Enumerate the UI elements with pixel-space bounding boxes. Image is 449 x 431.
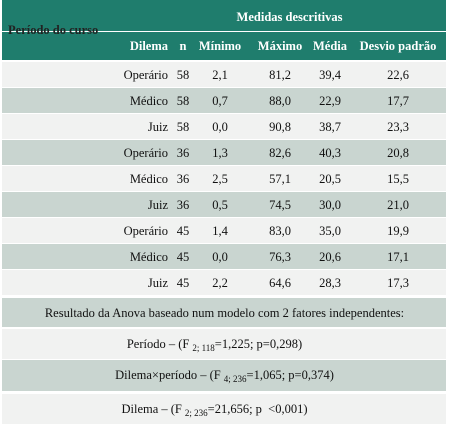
cell: 2,5: [212, 172, 228, 186]
row-band: [2, 88, 446, 113]
result-band: [2, 329, 446, 359]
cell: 17,3: [387, 276, 409, 290]
row-band: [2, 140, 446, 165]
row-band: [2, 192, 446, 217]
cell: 2,1: [212, 68, 228, 82]
anova-title: Resultado da Anova baseado num modelo co…: [44, 306, 405, 320]
anova-result: Dilema – (F 2; 236=21,656; p <0,001): [0, 401, 449, 421]
cell: 30,0: [319, 198, 341, 212]
result-prefix: Período – (F: [126, 337, 190, 351]
row-band: [2, 114, 446, 139]
cell: 81,2: [269, 68, 291, 82]
period-header: Período do curso: [8, 23, 99, 37]
column-header: Máximo: [257, 39, 303, 53]
cell: 0,0: [212, 250, 228, 264]
row-band: [2, 270, 446, 295]
cell: 76,3: [269, 250, 291, 264]
cell: 22,6: [387, 68, 409, 82]
cell: 36: [176, 198, 190, 212]
cell: 36: [176, 172, 190, 186]
cell: 90,8: [269, 120, 291, 134]
cell: 36: [176, 146, 190, 160]
row-band: [2, 218, 446, 243]
cell: 20,5: [319, 172, 341, 186]
cell: 21,0: [387, 198, 409, 212]
result-sub: 2; 118: [192, 343, 215, 353]
cell: 64,6: [269, 276, 291, 290]
column-header: Mínimo: [198, 39, 242, 53]
cell: 0,5: [212, 198, 228, 212]
cell: 2,2: [212, 276, 228, 290]
cell: 19,9: [387, 224, 409, 238]
result-prefix: Dilema – (F: [121, 402, 182, 416]
cell: Operário: [123, 146, 168, 160]
cell: Juiz: [147, 276, 168, 290]
column-header: Desvio padrão: [359, 39, 437, 53]
cell: 58: [176, 120, 190, 134]
result-sub: 4; 236: [223, 374, 247, 384]
cell: 83,0: [269, 224, 291, 238]
column-header: Dilema: [129, 39, 168, 53]
anova-band: [2, 298, 446, 327]
row-band: [2, 244, 446, 269]
cell: Juiz: [147, 120, 168, 134]
anova-result: Período – (F 2; 118=1,225; p=0,298): [0, 336, 449, 356]
cell: 45: [176, 276, 190, 290]
cell: Médico: [129, 94, 168, 108]
cell: 0,0: [212, 120, 228, 134]
cell: 58: [176, 68, 190, 82]
result-band: [2, 394, 446, 424]
header-band: [2, 0, 446, 31]
header-band: [2, 32, 446, 60]
cell: 20,6: [319, 250, 341, 264]
cell: 0,7: [212, 94, 228, 108]
cell: Operário: [123, 224, 168, 238]
cell: 20,8: [387, 146, 409, 160]
cell: 39,4: [319, 68, 341, 82]
group-header: Medidas descritivas: [236, 10, 343, 24]
column-header: n: [179, 39, 187, 53]
cell: 45: [176, 224, 190, 238]
cell: 1,3: [212, 146, 228, 160]
cell: 88,0: [269, 94, 291, 108]
cell: Médico: [129, 250, 168, 264]
cell: 28,3: [319, 276, 341, 290]
result-suffix: =1,225; p=0,298): [214, 337, 303, 351]
cell: 58: [176, 94, 190, 108]
result-sub: 2; 236: [184, 408, 208, 418]
cell: 45: [176, 250, 190, 264]
cell: 23,3: [387, 120, 409, 134]
anova-result: Dilema×período – (F 4; 236=1,065; p=0,374…: [0, 367, 449, 387]
row-band: [2, 62, 446, 87]
cell: 82,6: [269, 146, 291, 160]
cell: 1,4: [212, 224, 228, 238]
cell: Operário: [123, 68, 168, 82]
result-prefix: Dilema×período – (F: [115, 368, 221, 382]
cell: 15,5: [387, 172, 409, 186]
cell: 17,7: [387, 94, 409, 108]
cell: 57,1: [269, 172, 291, 186]
result-suffix: =1,065; p=0,374): [246, 368, 334, 382]
cell: 38,7: [319, 120, 341, 134]
cell: 35,0: [319, 224, 341, 238]
row-band: [2, 166, 446, 191]
cell: Juiz: [147, 198, 168, 212]
cell: 17,1: [387, 250, 409, 264]
result-suffix: =21,656; p <0,001): [207, 402, 308, 416]
column-header: Média: [312, 39, 348, 53]
cell: 40,3: [319, 146, 341, 160]
cell: 74,5: [269, 198, 291, 212]
result-band: [2, 360, 446, 391]
cell: Médico: [129, 172, 168, 186]
cell: 22,9: [319, 94, 341, 108]
